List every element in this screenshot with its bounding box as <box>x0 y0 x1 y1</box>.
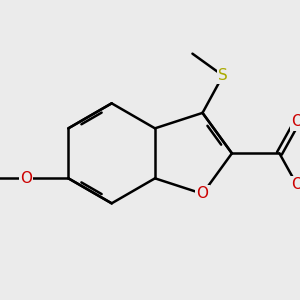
Text: O: O <box>291 114 300 129</box>
Text: O: O <box>196 186 208 201</box>
Text: O: O <box>291 177 300 192</box>
Text: S: S <box>218 68 228 83</box>
Text: O: O <box>20 171 32 186</box>
